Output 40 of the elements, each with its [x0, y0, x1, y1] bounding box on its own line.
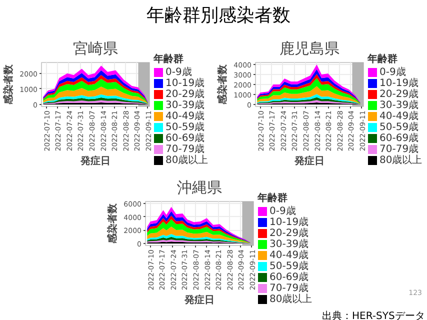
legend-label: 80歳以上	[166, 154, 208, 166]
legend-label: 80歳以上	[380, 154, 422, 166]
legend-label: 30-39歳	[166, 99, 205, 111]
legend-label: 70-79歳	[270, 282, 309, 294]
legend-title: 年齢群	[152, 53, 184, 65]
legend-label: 50-59歳	[166, 121, 205, 133]
legend-label: 60-69歳	[166, 132, 205, 144]
legend-label: 0-9歳	[270, 205, 296, 217]
x-axis-title: 発症日	[184, 294, 214, 306]
y-axis-title: 感染者数	[106, 202, 119, 244]
legend-title: 年齢群	[366, 53, 398, 65]
legend-label: 70-79歳	[166, 143, 205, 155]
x-axis-title: 発症日	[294, 155, 324, 168]
legend-label: 80歳以上	[270, 293, 312, 305]
legend-label: 50-59歳	[270, 260, 309, 272]
chart-title: 沖縄県	[177, 178, 222, 196]
legend-label: 50-59歳	[380, 121, 419, 133]
legend-label: 0-9歳	[166, 66, 192, 78]
legend-label: 10-19歳	[380, 77, 419, 89]
chart-title: 鹿児島県	[280, 40, 340, 58]
legend-label: 20-29歳	[166, 88, 205, 100]
legend-label: 20-29歳	[380, 88, 419, 100]
chart-title: 宮崎県	[73, 40, 118, 58]
legend-label: 10-19歳	[166, 77, 205, 89]
legend-label: 10-19歳	[270, 216, 309, 228]
legend-label: 40-49歳	[270, 249, 309, 261]
legend-label: 60-69歳	[380, 132, 419, 144]
legend-label: 30-39歳	[380, 99, 419, 111]
legend-label: 0-9歳	[380, 66, 406, 78]
legend-label: 60-69歳	[270, 271, 309, 283]
legend-title: 年齢群	[256, 192, 288, 204]
legend-label: 40-49歳	[166, 110, 205, 122]
text: 年齢群別感染者数	[146, 5, 290, 27]
legend-label: 30-39歳	[270, 238, 309, 250]
y-axis-title: 感染者数	[216, 64, 229, 106]
legend-label: 70-79歳	[380, 143, 419, 155]
legend-label: 40-49歳	[380, 110, 419, 122]
legend-label: 20-29歳	[270, 227, 309, 239]
x-axis-title: 発症日	[80, 155, 110, 168]
y-axis-title: 感染者数	[2, 64, 15, 106]
